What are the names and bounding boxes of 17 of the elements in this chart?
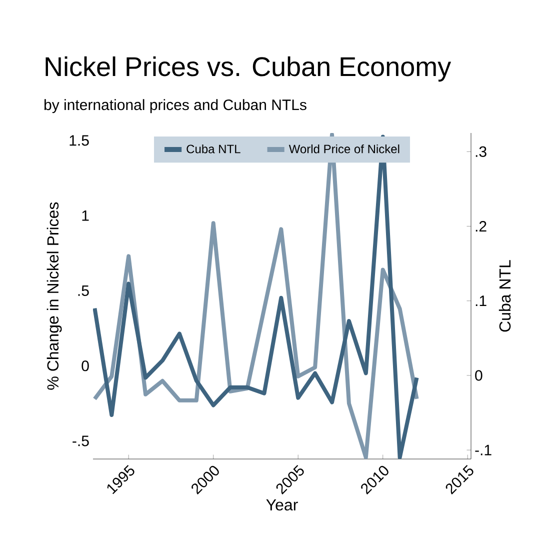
y2-tick-label: -.1 [475,444,492,456]
legend-label: World Price of Nickel [288,144,400,154]
x-axis-title: Year [266,499,298,511]
y2-tick-label: 0 [475,370,482,381]
chart-subtitle: by international prices and Cuban NTLs [44,99,306,114]
y-tick-label: 1 [82,210,89,221]
y-tick-label: 1.5 [70,135,89,146]
y2-tick-label: .1 [476,296,486,306]
chart-title: Nickel Prices vs. Cuban Economy [46,56,452,82]
y-tick-label: 0 [82,360,89,372]
legend-label: Cuba NTL [186,144,240,154]
y-axis-title: % Change in Nickel Prices [46,202,62,390]
y2-tick-label: .3 [476,146,486,157]
y2-tick-label: .2 [476,221,486,232]
y-tick-label: .5 [78,286,89,296]
y2-axis-title: Cuba NTL [498,260,511,332]
y-tick-label: -.5 [72,436,89,446]
